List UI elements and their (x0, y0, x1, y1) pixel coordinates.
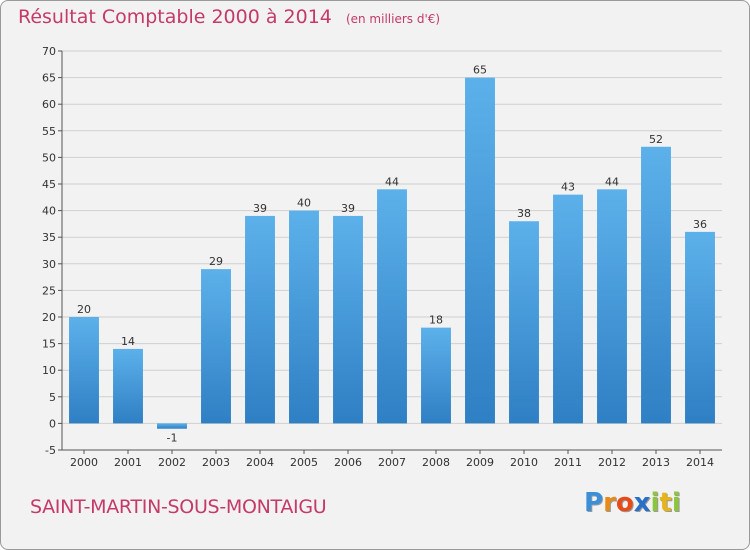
data-label: 40 (297, 197, 311, 210)
bar (377, 189, 407, 424)
chart-title-block: Résultat Comptable 2000 à 2014 (en milli… (18, 6, 440, 28)
x-tick-label: 2011 (554, 456, 582, 469)
data-label: 36 (693, 218, 707, 231)
axes (58, 50, 722, 454)
bar (597, 189, 627, 424)
data-label: 20 (77, 303, 91, 316)
bar (553, 194, 583, 424)
y-tick-label: 70 (42, 45, 56, 58)
bar (113, 348, 143, 424)
bar (289, 210, 319, 424)
data-label: 39 (341, 202, 355, 215)
y-tick-label: 55 (42, 125, 56, 138)
y-tick-label: 30 (42, 258, 56, 271)
y-tick-label: 35 (42, 231, 56, 244)
data-label: 38 (517, 207, 531, 220)
data-label: 43 (561, 181, 575, 194)
y-tick-label: 15 (42, 338, 56, 351)
x-tick-labels: 2000 2001 2002 2003 2004 2005 2006 2007 2008 2009… (70, 456, 714, 469)
data-label: 29 (209, 255, 223, 268)
x-tick-label: 2002 (158, 456, 186, 469)
chart-subtitle: (en milliers d'€) (345, 12, 441, 26)
bar (465, 77, 495, 424)
logo-letter: t (659, 488, 672, 518)
bar (509, 221, 539, 424)
x-tick-label: 2000 (70, 456, 98, 469)
bar (201, 269, 231, 424)
bar (421, 327, 451, 424)
y-tick-label: 10 (42, 364, 56, 377)
x-tick-label: 2012 (598, 456, 626, 469)
y-tick-labels: -5 0 5 10 15 20 25 30 35 40 45 50 55 60 65 70 (42, 45, 56, 457)
location-name: SAINT-MARTIN-SOUS-MONTAIGU (30, 496, 327, 518)
x-tick-label: 2004 (246, 456, 274, 469)
y-tick-label: 25 (42, 284, 56, 297)
y-tick-label: 45 (42, 178, 56, 191)
bar (245, 215, 275, 424)
x-tick-label: 2005 (290, 456, 318, 469)
y-tick-label: 40 (42, 205, 56, 218)
x-tick-label: 2014 (686, 456, 714, 469)
data-label: 44 (605, 175, 619, 188)
bars (69, 77, 715, 429)
logo-letter: P (584, 488, 604, 518)
x-tick-label: 2006 (334, 456, 362, 469)
bar (685, 231, 715, 424)
data-label: 39 (253, 202, 267, 215)
y-tick-label: -5 (45, 444, 56, 457)
y-tick-label: 50 (42, 151, 56, 164)
bar (157, 423, 187, 429)
y-tick-label: 20 (42, 311, 56, 324)
x-tick-label: 2008 (422, 456, 450, 469)
x-tick-label: 2007 (378, 456, 406, 469)
data-label: 14 (121, 335, 135, 348)
logo-letter: r (603, 488, 616, 518)
y-tick-label: 0 (49, 417, 56, 430)
logo-letter: x (633, 488, 651, 518)
logo-letter: i (671, 488, 681, 518)
x-tick-label: 2009 (466, 456, 494, 469)
data-label: 52 (649, 133, 663, 146)
data-label: 65 (473, 64, 487, 77)
proxiti-logo: Proxiti (584, 488, 681, 518)
x-tick-label: 2010 (510, 456, 538, 469)
y-tick-label: 60 (42, 98, 56, 111)
data-labels: 20 14 -1 29 39 40 39 44 18 65 38 43 44 52 36 (77, 64, 707, 445)
logo-letter: o (615, 488, 634, 518)
bar (641, 146, 671, 424)
y-tick-label: 65 (42, 72, 56, 85)
y-tick-label: 5 (49, 391, 56, 404)
x-tick-label: 2013 (642, 456, 670, 469)
logo-letter: i (650, 488, 660, 518)
chart-title: Résultat Comptable 2000 à 2014 (18, 6, 332, 28)
bar (333, 215, 363, 424)
data-label: 18 (429, 314, 443, 327)
bar (69, 317, 99, 424)
x-tick-label: 2001 (114, 456, 142, 469)
data-label: -1 (167, 432, 178, 445)
data-label: 44 (385, 175, 399, 188)
x-tick-label: 2003 (202, 456, 230, 469)
